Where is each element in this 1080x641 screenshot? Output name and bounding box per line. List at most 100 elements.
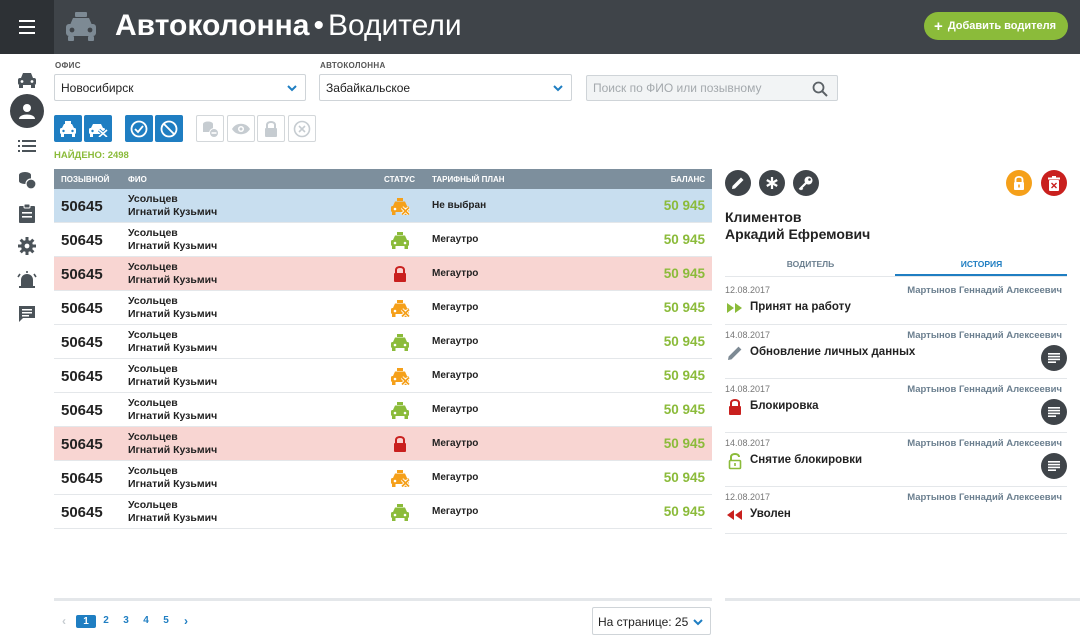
driver-first-name: Игнатий Кузьмич <box>128 205 218 218</box>
chevron-down-icon <box>553 85 563 92</box>
header-callsign[interactable]: ПОЗЫВНОЙ <box>61 175 110 184</box>
search-input[interactable] <box>587 76 787 100</box>
cell-plan: Мегаутро <box>432 506 479 517</box>
password-button[interactable] <box>759 170 785 196</box>
cell-name: Усольцев Игнатий Кузьмич <box>128 397 217 422</box>
cell-balance: 50 945 <box>663 470 705 485</box>
chat-icon <box>19 306 35 322</box>
page-1-button[interactable]: 1 <box>76 614 96 628</box>
office-value: Новосибирск <box>61 81 134 95</box>
filter-approved-button[interactable] <box>125 115 153 142</box>
filter-blocked-button[interactable] <box>155 115 183 142</box>
history-item: 12.08.2017 Мартынов Геннадий Алексеевич Пр… <box>725 280 1067 325</box>
person-icon <box>19 104 35 119</box>
header-name[interactable]: ФИО <box>128 175 147 184</box>
header-plan[interactable]: ТАРИФНЫЙ ПЛАН <box>432 175 505 184</box>
unlock-icon <box>726 453 744 470</box>
table-row[interactable]: 50645 Усольцев Игнатий Кузьмич Мегаутро 50 9… <box>54 223 712 257</box>
filter-locked-button[interactable] <box>257 115 285 142</box>
tab-driver[interactable]: ВОДИТЕЛЬ <box>786 259 835 269</box>
active-tab-indicator <box>895 274 1067 276</box>
details-button[interactable] <box>1041 345 1067 371</box>
filter-cancel-button[interactable] <box>288 115 316 142</box>
sidebar-item-finance[interactable] <box>12 165 42 195</box>
block-icon <box>160 120 178 137</box>
block-driver-button[interactable] <box>1006 170 1032 196</box>
cell-callsign: 50645 <box>61 504 103 521</box>
fleet-select[interactable]: Забайкальское <box>319 74 572 101</box>
delete-driver-button[interactable] <box>1041 170 1067 196</box>
sidebar-item-cars[interactable] <box>12 65 42 95</box>
panel-footer-divider <box>725 598 1080 601</box>
cell-plan: Мегаутро <box>432 472 479 483</box>
cell-callsign: 50645 <box>61 232 103 249</box>
cell-callsign: 50645 <box>61 300 103 317</box>
tab-history[interactable]: ИСТОРИЯ <box>960 259 1003 269</box>
table-row[interactable]: 50645 Усольцев Игнатий Кузьмич Мегаутро 50 9… <box>54 427 712 461</box>
history-item: 14.08.2017 Мартынов Геннадий Алексеевич Бл… <box>725 379 1067 433</box>
details-icon <box>1048 353 1060 363</box>
sidebar-item-settings[interactable] <box>12 231 42 261</box>
filter-active-cars-button[interactable] <box>54 115 82 142</box>
cell-plan: Мегаутро <box>432 370 479 381</box>
sidebar-item-alerts[interactable] <box>12 265 42 295</box>
history-user: Мартынов Геннадий Алексеевич <box>907 384 1062 395</box>
page-4-button[interactable]: 4 <box>143 614 149 626</box>
taxi-logo-icon <box>66 12 96 41</box>
hamburger-icon <box>19 20 35 22</box>
table-row[interactable]: 50645 Усольцев Игнатий Кузьмич Мегаутро 50 9… <box>54 291 712 325</box>
car-unavailable-icon <box>390 299 410 317</box>
table-row[interactable]: 50645 Усольцев Игнатий Кузьмич Мегаутро 50 9… <box>54 393 712 427</box>
filter-visible-button[interactable] <box>227 115 255 142</box>
header-balance[interactable]: БАЛАНС <box>670 175 705 184</box>
page-3-button[interactable]: 3 <box>123 614 129 626</box>
next-page-button[interactable]: › <box>184 614 188 628</box>
table-row[interactable]: 50645 Усольцев Игнатий Кузьмич Не выбран 50 … <box>54 189 712 223</box>
table-row[interactable]: 50645 Усольцев Игнатий Кузьмич Мегаутро 50 9… <box>54 257 712 291</box>
header-status[interactable]: СТАТУС <box>384 175 415 184</box>
cell-name: Усольцев Игнатий Кузьмич <box>128 465 217 490</box>
per-page-value: На странице: 25 <box>598 615 689 629</box>
prev-page-button[interactable]: ‹ <box>62 614 66 628</box>
page-2-button[interactable]: 2 <box>103 614 109 626</box>
details-button[interactable] <box>1041 453 1067 479</box>
cell-name: Усольцев Игнатий Кузьмич <box>128 295 217 320</box>
table-row[interactable]: 50645 Усольцев Игнатий Кузьмич Мегаутро 50 9… <box>54 325 712 359</box>
per-page-select[interactable]: На странице: 25 <box>592 607 711 635</box>
driver-last-name: Усольцев <box>128 193 178 205</box>
filter-coins-button[interactable] <box>196 115 224 142</box>
add-driver-button[interactable]: + Добавить водителя <box>924 12 1068 40</box>
page-5-button[interactable]: 5 <box>163 614 169 626</box>
details-button[interactable] <box>1041 399 1067 425</box>
driver-last-name: Усольцев <box>128 465 178 477</box>
search-icon[interactable] <box>812 81 828 97</box>
filter-inactive-cars-button[interactable] <box>84 115 112 142</box>
driver-last-name: Усольцев <box>128 329 178 341</box>
fast-forward-icon <box>726 300 744 316</box>
menu-button[interactable] <box>0 0 54 54</box>
sidebar <box>0 54 54 641</box>
sidebar-item-drivers[interactable] <box>10 94 44 128</box>
sidebar-item-reports[interactable] <box>12 198 42 228</box>
sidebar-item-messages[interactable] <box>12 299 42 329</box>
section-name: Водители <box>327 9 462 42</box>
access-key-button[interactable] <box>793 170 819 196</box>
coins-minus-icon <box>203 121 219 138</box>
asterisk-icon <box>766 177 778 189</box>
table-row[interactable]: 50645 Усольцев Игнатий Кузьмич Мегаутро 50 9… <box>54 495 712 529</box>
fleet-label: АВТОКОЛОННА <box>320 61 386 70</box>
cell-balance: 50 945 <box>663 504 705 519</box>
lock-icon <box>1014 175 1024 190</box>
driver-full-name: Климентов Аркадий Ефремович <box>725 209 870 243</box>
table-row[interactable]: 50645 Усольцев Игнатий Кузьмич Мегаутро 50 9… <box>54 461 712 495</box>
history-item: 12.08.2017 Мартынов Геннадий Алексеевич Ув… <box>725 487 1067 534</box>
office-select[interactable]: Новосибирск <box>54 74 306 101</box>
cell-name: Усольцев Игнатий Кузьмич <box>128 261 217 286</box>
sidebar-item-list[interactable] <box>12 131 42 161</box>
table-row[interactable]: 50645 Усольцев Игнатий Кузьмич Мегаутро 50 9… <box>54 359 712 393</box>
edit-driver-button[interactable] <box>725 170 751 196</box>
history-date: 14.08.2017 <box>725 384 771 394</box>
driver-last-name: Климентов <box>725 209 802 225</box>
car-available-icon <box>390 333 410 351</box>
